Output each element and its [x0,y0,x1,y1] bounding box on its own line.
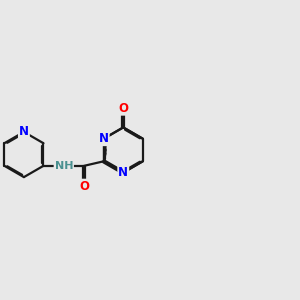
Text: O: O [118,102,128,115]
Text: O: O [79,180,89,193]
Text: NH: NH [55,161,73,171]
Text: N: N [19,125,29,138]
Text: N: N [118,166,128,179]
Text: N: N [99,132,109,145]
